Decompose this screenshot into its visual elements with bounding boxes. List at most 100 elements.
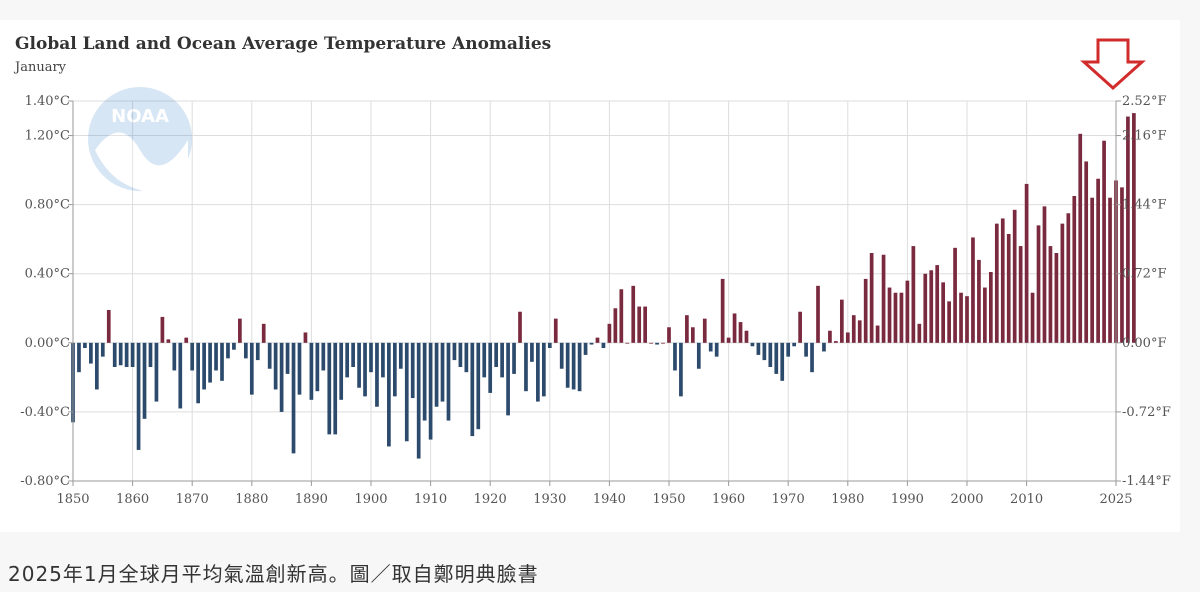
x-tick-label: 1900: [354, 492, 387, 507]
y-tick-label-right: -0.72°F: [1122, 405, 1171, 420]
bar: [160, 316, 165, 343]
bar: [923, 273, 928, 343]
x-tick-label: 1860: [116, 492, 149, 507]
bar: [851, 315, 856, 343]
bar: [458, 342, 463, 367]
x-tick-label: 1920: [474, 492, 507, 507]
bar: [983, 287, 987, 343]
bar: [553, 318, 558, 343]
bar: [839, 299, 844, 343]
bar: [1048, 246, 1053, 343]
bar: [887, 287, 892, 343]
bar: [726, 337, 731, 343]
bar: [118, 342, 123, 366]
bar: [410, 342, 415, 399]
bar: [947, 301, 951, 343]
bar: [273, 342, 278, 390]
bar: [959, 292, 963, 343]
x-tick-label: 2025: [1099, 492, 1132, 507]
bar: [238, 318, 242, 343]
bar: [1090, 197, 1095, 343]
bar: [828, 330, 832, 343]
bar: [857, 320, 862, 343]
bar: [524, 342, 528, 392]
bar: [893, 292, 898, 343]
bar: [750, 342, 755, 347]
bar: [512, 342, 516, 374]
y-tick-label-right: 0.00°F: [1122, 336, 1166, 351]
bar: [1102, 140, 1106, 343]
bar: [547, 342, 552, 348]
bar: [1108, 197, 1112, 343]
y-tick-label-right: 1.44°F: [1122, 198, 1166, 213]
bar: [94, 342, 99, 390]
x-tick-label: 1960: [712, 492, 745, 507]
bar: [965, 296, 969, 343]
bars: [71, 113, 1136, 459]
bar: [834, 341, 838, 343]
bar: [1000, 218, 1005, 343]
bar: [351, 342, 355, 367]
bar: [214, 342, 218, 371]
bar: [309, 342, 314, 400]
bar: [261, 323, 266, 343]
bar: [732, 313, 737, 343]
bar: [762, 342, 767, 361]
bar: [631, 285, 636, 343]
bar: [559, 342, 564, 369]
x-tick-label: 1850: [56, 492, 89, 507]
bar: [154, 342, 159, 402]
y-tick-label-left: 0.00°C: [25, 336, 70, 351]
bar: [202, 342, 206, 390]
bar: [613, 308, 618, 343]
bar: [643, 306, 648, 343]
bar: [685, 315, 689, 343]
bar: [345, 342, 350, 378]
chart-card: [0, 20, 1180, 532]
bar: [172, 342, 177, 371]
bar: [303, 332, 308, 343]
bar: [869, 253, 874, 343]
bar: [756, 342, 761, 355]
bar: [506, 342, 510, 416]
bar: [810, 342, 814, 373]
bar: [1054, 253, 1059, 343]
bar: [774, 342, 779, 374]
bar: [655, 342, 659, 345]
bar: [1030, 292, 1035, 343]
axes: 1.40°C 2.52°F 1.20°C 2.16°F 0.80°C 1.44°F 0.40…: [20, 94, 1171, 507]
bar: [226, 342, 230, 359]
bar: [1132, 113, 1136, 343]
bar: [321, 342, 326, 371]
x-tick-label: 1910: [414, 492, 447, 507]
bar: [375, 342, 379, 407]
bar: [452, 342, 457, 361]
bar: [941, 282, 946, 343]
bar: [392, 342, 397, 397]
bar: [702, 318, 707, 343]
bar: [404, 342, 409, 442]
bar: [267, 342, 272, 369]
bar: [166, 339, 171, 343]
bar: [1042, 206, 1047, 343]
bar: [136, 342, 141, 450]
y-tick-label-right: -1.44°F: [1122, 474, 1171, 489]
bar: [327, 342, 332, 435]
bar: [279, 342, 284, 412]
bar: [577, 342, 582, 392]
bar: [446, 342, 451, 421]
y-tick-label-left: 1.20°C: [25, 129, 70, 144]
y-tick-label-left: -0.40°C: [20, 405, 70, 420]
bar: [881, 254, 886, 343]
bar: [816, 285, 820, 343]
bar: [494, 342, 499, 367]
y-tick-label-left: 0.80°C: [25, 198, 70, 213]
bar: [190, 342, 195, 371]
bar: [1024, 183, 1029, 343]
bar: [845, 332, 850, 343]
bar: [106, 310, 111, 343]
bar: [1126, 116, 1130, 343]
bar: [917, 323, 922, 343]
x-tick-label: 1870: [176, 492, 209, 507]
bar: [369, 342, 373, 373]
